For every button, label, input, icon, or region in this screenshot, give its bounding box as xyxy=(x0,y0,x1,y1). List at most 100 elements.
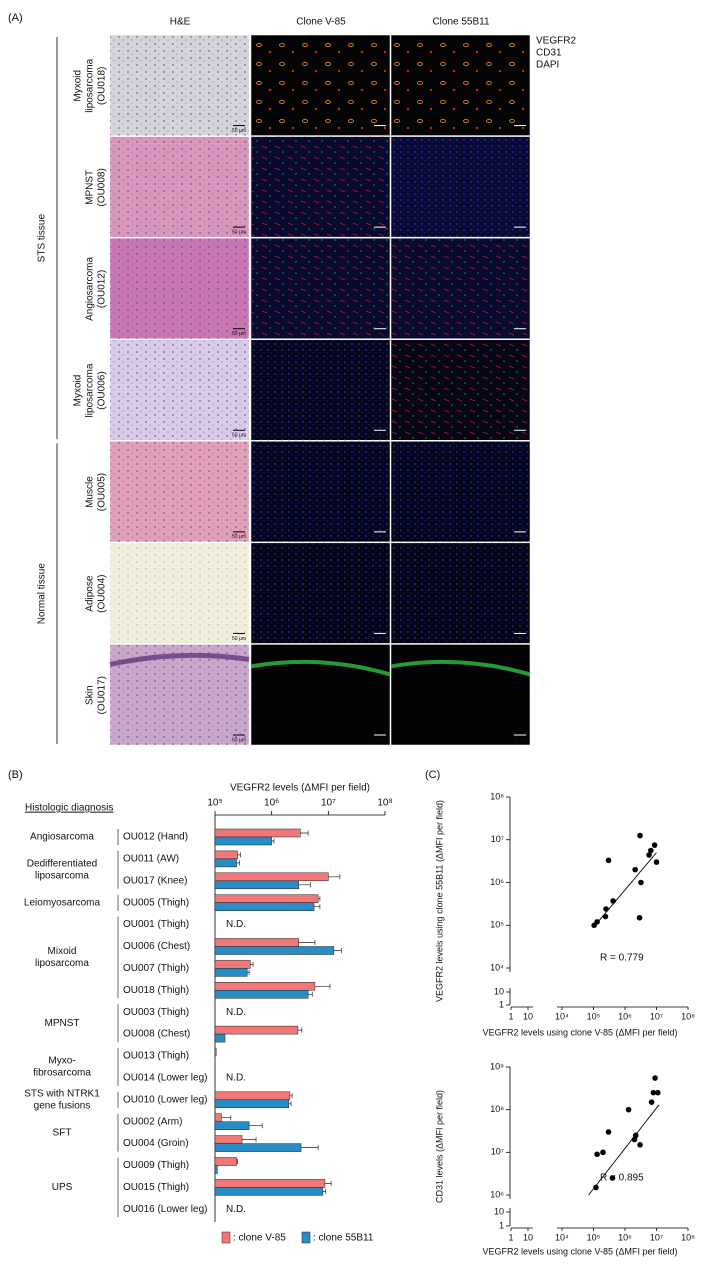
error-bar xyxy=(297,1027,303,1033)
error-bar xyxy=(247,969,250,975)
category-label: OU010 (Lower leg) xyxy=(123,1094,207,1105)
bar xyxy=(214,946,335,955)
error-bar xyxy=(236,860,240,866)
category-label: OU006 (Chest) xyxy=(123,941,190,952)
bar xyxy=(214,880,299,890)
row-label: (OU006) xyxy=(97,371,108,409)
group-label: liposarcoma xyxy=(35,870,89,881)
bar xyxy=(214,1135,243,1144)
x-tick-label: 10 xyxy=(523,1011,533,1021)
scale-bar-label: 50 µm xyxy=(232,433,246,439)
data-point xyxy=(652,1075,658,1081)
x-tick-label: 10⁸ xyxy=(681,1011,695,1021)
y-tick-label: 10⁸ xyxy=(490,791,504,801)
data-point xyxy=(651,842,658,848)
micrograph-texture xyxy=(110,339,249,441)
table-header: Histologic diagnosis xyxy=(25,803,113,814)
x-tick-label: 10⁷ xyxy=(650,1232,663,1242)
data-point xyxy=(648,1099,655,1105)
group-label: fibrosarcoma xyxy=(33,1068,91,1079)
data-point xyxy=(600,1149,606,1156)
scale-bar-label: 50 µm xyxy=(513,331,527,337)
scale-bar-label: 50 µm xyxy=(232,534,246,540)
scale-bar-label: 50 µm xyxy=(232,636,246,642)
scale-bar-label: 50 µm xyxy=(373,534,387,540)
annotation: N.D. xyxy=(226,919,246,930)
annotation: N.D. xyxy=(226,1007,246,1018)
fit-line xyxy=(588,1104,660,1196)
x-tick-label: 10⁴ xyxy=(555,1011,569,1021)
category-label: OU014 (Lower leg) xyxy=(123,1073,207,1084)
data-point xyxy=(594,1151,600,1158)
bar xyxy=(214,1047,217,1057)
x-tick-label: 10⁶ xyxy=(264,798,279,809)
data-point xyxy=(636,914,643,921)
bar xyxy=(214,1091,291,1101)
bar xyxy=(214,1187,324,1196)
category-label: OU008 (Chest) xyxy=(123,1029,190,1040)
legend-label: : clone 55B11 xyxy=(313,1233,374,1244)
bar xyxy=(214,960,251,969)
scale-bar-label: 50 µm xyxy=(373,636,387,642)
data-point xyxy=(605,857,612,864)
micrograph xyxy=(390,644,531,746)
data-point xyxy=(638,879,644,886)
bar xyxy=(214,990,309,999)
micrograph-texture xyxy=(391,35,530,136)
row-label: (OU017) xyxy=(97,676,108,714)
bar xyxy=(214,858,237,868)
error-bar xyxy=(237,852,241,858)
micrograph-texture xyxy=(251,441,390,542)
micrograph-texture xyxy=(391,542,530,644)
legend-swatch xyxy=(221,1231,231,1244)
panel-label: (C) xyxy=(425,769,440,781)
group-label: Normal tissue xyxy=(37,563,48,625)
scale-bar-label: 50 µm xyxy=(373,331,387,337)
data-point xyxy=(594,919,600,925)
category-label: OU009 (Thigh) xyxy=(123,1160,189,1171)
epidermis xyxy=(250,659,391,677)
group-label: Dedifferentiated xyxy=(27,858,97,869)
data-point xyxy=(609,1175,616,1181)
group-label: STS tissue xyxy=(37,214,48,263)
group-label: SFT xyxy=(53,1127,72,1138)
y-tick-label: 10⁵ xyxy=(490,920,504,930)
bar xyxy=(214,894,319,903)
group-label: gene fusions xyxy=(34,1100,91,1111)
row-label: (OU012) xyxy=(97,270,108,308)
category-label: OU002 (Arm) xyxy=(123,1116,182,1127)
scale-bar-label: 50 µm xyxy=(232,737,246,743)
y-tick-label: 10⁸ xyxy=(490,1104,504,1114)
error-bar xyxy=(318,896,321,902)
x-tick-label: 10⁵ xyxy=(587,1232,601,1242)
bar xyxy=(214,850,238,860)
bar xyxy=(214,1033,226,1043)
row-label: Myxoid xyxy=(73,70,84,102)
micrograph-texture xyxy=(110,441,249,542)
error-bar xyxy=(242,1137,257,1143)
y-tick-label: 10 xyxy=(494,986,504,996)
data-point xyxy=(648,847,654,854)
bar xyxy=(214,982,316,991)
y-axis-title: CD31 levels (ΔMFI per field) xyxy=(434,1090,444,1203)
row-label: Myxoid xyxy=(73,375,84,407)
bar xyxy=(214,828,301,838)
y-tick-label: 1 xyxy=(499,1220,504,1230)
scale-bar-label: 50 µm xyxy=(373,229,387,235)
error-bar xyxy=(314,904,321,910)
category-label: OU011 (AW) xyxy=(123,854,179,865)
panel-label: (A) xyxy=(8,12,23,24)
y-axis-title: VEGFR2 levels using clone 55B11 (ΔMFI pe… xyxy=(434,800,444,1002)
data-point xyxy=(593,1184,599,1191)
category-label: OU015 (Thigh) xyxy=(123,1182,189,1193)
data-point xyxy=(653,859,660,865)
bar xyxy=(214,938,299,947)
error-bar xyxy=(271,838,275,844)
group-label: STS with NTRK1 xyxy=(24,1088,100,1099)
row-label: liposarcoma xyxy=(85,58,96,112)
row-label: Skin xyxy=(85,685,96,704)
annotation: R = 0.895 xyxy=(600,1173,644,1184)
scale-bar-label: 50 µm xyxy=(513,636,527,642)
row-label: (OU018) xyxy=(97,67,108,105)
x-tick-label: 10⁷ xyxy=(321,798,336,809)
